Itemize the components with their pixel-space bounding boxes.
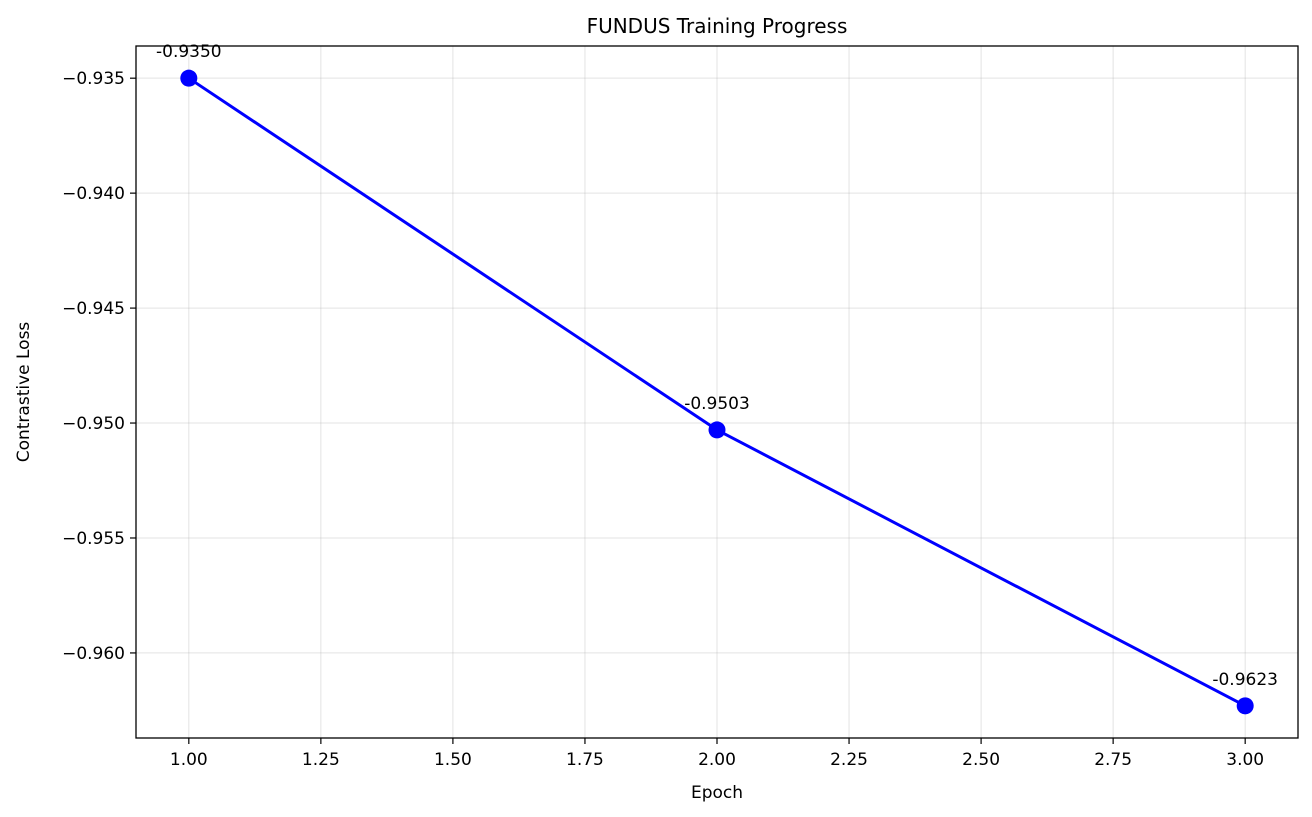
y-tick-label: −0.935 <box>62 69 125 89</box>
data-point <box>708 421 726 439</box>
y-tick-label: −0.960 <box>62 644 125 664</box>
x-tick-label: 2.00 <box>698 750 736 770</box>
data-label: -0.9350 <box>156 42 222 62</box>
x-axis-title: Epoch <box>691 783 743 803</box>
x-tick-label: 1.50 <box>434 750 472 770</box>
x-tick-label: 2.75 <box>1094 750 1132 770</box>
x-axis-ticks: 1.00 1.25 1.50 1.75 2.00 2.25 2.50 2.75 3.00 <box>170 738 1264 770</box>
series-layer <box>180 69 1254 715</box>
chart-title: FUNDUS Training Progress <box>587 14 848 38</box>
data-point <box>1236 697 1254 715</box>
x-tick-label: 2.25 <box>830 750 868 770</box>
data-label: -0.9623 <box>1212 670 1278 690</box>
x-tick-label: 1.00 <box>170 750 208 770</box>
x-tick-label: 3.00 <box>1226 750 1264 770</box>
x-tick-label: 2.50 <box>962 750 1000 770</box>
y-tick-label: −0.945 <box>62 299 125 319</box>
data-label: -0.9503 <box>684 394 750 414</box>
y-axis-ticks: −0.935 −0.940 −0.945 −0.950 −0.955 −0.960 <box>62 69 136 664</box>
data-labels: -0.9350 -0.9503 -0.9623 <box>156 42 1278 690</box>
data-point <box>180 69 198 87</box>
x-tick-label: 1.75 <box>566 750 604 770</box>
y-tick-label: −0.950 <box>62 414 125 434</box>
y-tick-label: −0.940 <box>62 184 125 204</box>
x-tick-label: 1.25 <box>302 750 340 770</box>
y-axis-title: Contrastive Loss <box>14 322 34 463</box>
y-tick-label: −0.955 <box>62 529 125 549</box>
